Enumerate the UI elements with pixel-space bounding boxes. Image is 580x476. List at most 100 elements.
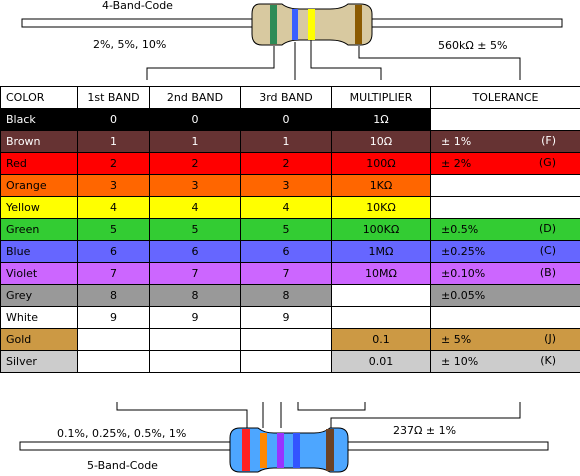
- color-row-silver: Silver 0.01 ± 10% (K): [0, 350, 580, 373]
- color-row-yellow: Yellow 4 4 4 10KΩ: [0, 196, 580, 219]
- tolerance-percent: ±0.25%: [441, 245, 486, 258]
- multiplier-value: 0.1: [331, 328, 431, 351]
- band3-digit: 1: [240, 130, 332, 153]
- resistor-body-5: [229, 427, 349, 473]
- connector5-band1: [116, 402, 248, 428]
- right-lead-5: [347, 441, 549, 451]
- tolerance-percent: ± 5%: [441, 333, 472, 346]
- tolerance-percent: ±0.05%: [441, 289, 486, 302]
- band-4: [355, 5, 362, 44]
- multiplier-value: 10MΩ: [331, 262, 431, 285]
- tolerance-percent: ±0.5%: [441, 223, 479, 236]
- band1-digit: 9: [77, 306, 150, 329]
- color-name: Silver: [0, 350, 78, 373]
- tolerance-value: ±0.05%: [430, 284, 580, 307]
- color-name: Brown: [0, 130, 78, 153]
- color-name: White: [0, 306, 78, 329]
- connector-band1: [146, 46, 275, 80]
- band3-digit: 4: [240, 196, 332, 219]
- band5-4: [293, 433, 300, 468]
- tolerance-value: [430, 306, 580, 329]
- band2-digit: 7: [149, 262, 241, 285]
- header-tolerance: TOLERANCE: [430, 86, 580, 109]
- multiplier-value: 0.01: [331, 350, 431, 373]
- color-row-green: Green 5 5 5 100KΩ ±0.5% (D): [0, 218, 580, 241]
- band2-digit: [149, 350, 241, 373]
- multiplier-value: 100KΩ: [331, 218, 431, 241]
- tolerance-value: [430, 174, 580, 197]
- tolerance-percent: ±0.10%: [441, 267, 486, 280]
- tolerance-letter-code: (F): [541, 134, 556, 147]
- multiplier-value: 100Ω: [331, 152, 431, 175]
- band2-digit: 0: [149, 108, 241, 131]
- tolerance-percent: ± 2%: [441, 157, 472, 170]
- color-row-white: White 9 9 9: [0, 306, 580, 329]
- multiplier-value: [331, 284, 431, 307]
- band3-digit: 6: [240, 240, 332, 263]
- tolerance-value: ± 5% (J): [430, 328, 580, 351]
- right-lead: [369, 18, 563, 28]
- multiplier-value: 1KΩ: [331, 174, 431, 197]
- five-band-resistor: [19, 402, 549, 473]
- band1-digit: [77, 328, 150, 351]
- five-band-tolerance-note: 0.1%, 0.25%, 0.5%, 1%: [57, 427, 187, 440]
- tolerance-letter-code: (B): [539, 266, 556, 279]
- tolerance-letter-code: (K): [540, 354, 556, 367]
- band2-digit: [149, 328, 241, 351]
- four-band-resistor: [21, 3, 563, 80]
- header-multiplier: MULTIPLIER: [331, 86, 431, 109]
- connector5-band5: [330, 402, 521, 428]
- header-color: COLOR: [0, 86, 78, 109]
- band5-1: [242, 429, 250, 471]
- tolerance-value: [430, 196, 580, 219]
- tolerance-letter-code: (J): [544, 332, 556, 345]
- band1-digit: 4: [77, 196, 150, 219]
- band2-digit: 9: [149, 306, 241, 329]
- band3-digit: [240, 328, 332, 351]
- band1-digit: 3: [77, 174, 150, 197]
- tolerance-letter-code: (C): [539, 244, 556, 257]
- color-row-brown: Brown 1 1 1 10Ω ± 1% (F): [0, 130, 580, 153]
- band2-digit: 2: [149, 152, 241, 175]
- band3-digit: [240, 350, 332, 373]
- band2-digit: 6: [149, 240, 241, 263]
- band3-digit: 9: [240, 306, 332, 329]
- color-row-gold: Gold 0.1 ± 5% (J): [0, 328, 580, 351]
- band3-digit: 5: [240, 218, 332, 241]
- connector-band4: [358, 46, 521, 80]
- band2-digit: 4: [149, 196, 241, 219]
- band2-digit: 5: [149, 218, 241, 241]
- band1-digit: 6: [77, 240, 150, 263]
- header-band3: 3rd BAND: [240, 86, 332, 109]
- header-band2: 2nd BAND: [149, 86, 241, 109]
- band-2: [292, 9, 298, 40]
- tolerance-letter-code: (G): [538, 156, 556, 169]
- multiplier-value: 10KΩ: [331, 196, 431, 219]
- tolerance-value: ± 10% (K): [430, 350, 580, 373]
- band3-digit: 0: [240, 108, 332, 131]
- band1-digit: [77, 350, 150, 373]
- tolerance-value: ±0.25% (C): [430, 240, 580, 263]
- color-name: Violet: [0, 262, 78, 285]
- color-row-grey: Grey 8 8 8 ±0.05%: [0, 284, 580, 307]
- color-code-table: COLOR 1st BAND 2nd BAND 3rd BAND MULTIPL…: [0, 86, 580, 373]
- band5-3: [277, 433, 284, 468]
- color-name: Black: [0, 108, 78, 131]
- band2-digit: 8: [149, 284, 241, 307]
- color-row-blue: Blue 6 6 6 1MΩ ±0.25% (C): [0, 240, 580, 263]
- four-band-example-value: 560kΩ ± 5%: [438, 39, 508, 52]
- color-name: Blue: [0, 240, 78, 263]
- band5-2: [260, 433, 267, 468]
- band2-digit: 3: [149, 174, 241, 197]
- band2-digit: 1: [149, 130, 241, 153]
- tolerance-value: ±0.10% (B): [430, 262, 580, 285]
- tolerance-letter-code: (D): [538, 222, 556, 235]
- color-row-black: Black 0 0 0 1Ω: [0, 108, 580, 131]
- five-band-title: 5-Band-Code: [87, 459, 158, 472]
- color-name: Yellow: [0, 196, 78, 219]
- connector-band3: [310, 40, 382, 80]
- band3-digit: 2: [240, 152, 332, 175]
- multiplier-value: 10Ω: [331, 130, 431, 153]
- four-band-tolerance-note: 2%, 5%, 10%: [93, 38, 167, 51]
- band-3: [308, 9, 315, 40]
